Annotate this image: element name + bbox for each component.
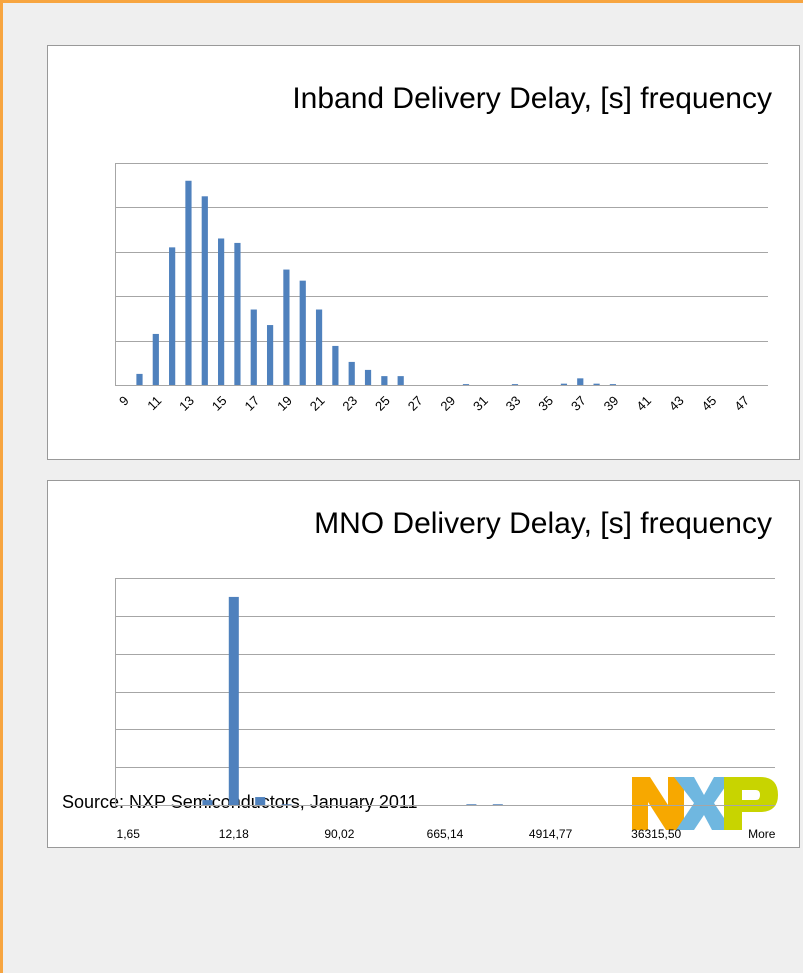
x-tick-label: 665,14 bbox=[427, 827, 464, 841]
logo-n bbox=[632, 777, 684, 830]
bar bbox=[462, 384, 470, 385]
bar bbox=[315, 309, 323, 385]
bar bbox=[511, 384, 519, 385]
bar bbox=[185, 180, 192, 385]
x-tick-label: 36315,50 bbox=[631, 827, 681, 841]
bar bbox=[364, 369, 372, 385]
nxp-logo bbox=[632, 777, 778, 830]
bar bbox=[332, 345, 339, 385]
bar bbox=[152, 333, 159, 385]
bar bbox=[283, 269, 290, 385]
bar bbox=[169, 247, 176, 385]
bar bbox=[266, 325, 274, 385]
bar bbox=[136, 373, 143, 385]
bar bbox=[466, 804, 477, 805]
bar bbox=[593, 383, 600, 385]
bar bbox=[201, 196, 208, 385]
bar bbox=[397, 376, 404, 385]
bar bbox=[609, 384, 617, 385]
bar bbox=[577, 378, 584, 385]
bar bbox=[255, 797, 266, 805]
x-tick-label: 90,02 bbox=[324, 827, 354, 841]
bar bbox=[281, 804, 292, 805]
bar bbox=[202, 800, 213, 805]
bar bbox=[381, 376, 388, 385]
bar bbox=[560, 383, 568, 385]
bar bbox=[234, 242, 241, 385]
chart-title: MNO Delivery Delay, [s] frequency bbox=[314, 507, 772, 540]
bar bbox=[218, 238, 225, 385]
logo-p bbox=[724, 777, 778, 830]
x-tick-label: 4914,77 bbox=[529, 827, 573, 841]
source-note: Source: NXP Semiconductors, January 2011 bbox=[62, 792, 418, 812]
x-tick-label: 12,18 bbox=[219, 827, 249, 841]
x-tick-label: 1,65 bbox=[117, 827, 141, 841]
bar bbox=[299, 280, 306, 385]
bar bbox=[348, 361, 355, 385]
chart-title: Inband Delivery Delay, [s] frequency bbox=[292, 82, 772, 115]
bar bbox=[228, 596, 239, 805]
bar bbox=[250, 309, 257, 385]
x-tick-label: More bbox=[748, 827, 776, 841]
bar bbox=[492, 804, 503, 805]
logo-x bbox=[674, 777, 732, 830]
